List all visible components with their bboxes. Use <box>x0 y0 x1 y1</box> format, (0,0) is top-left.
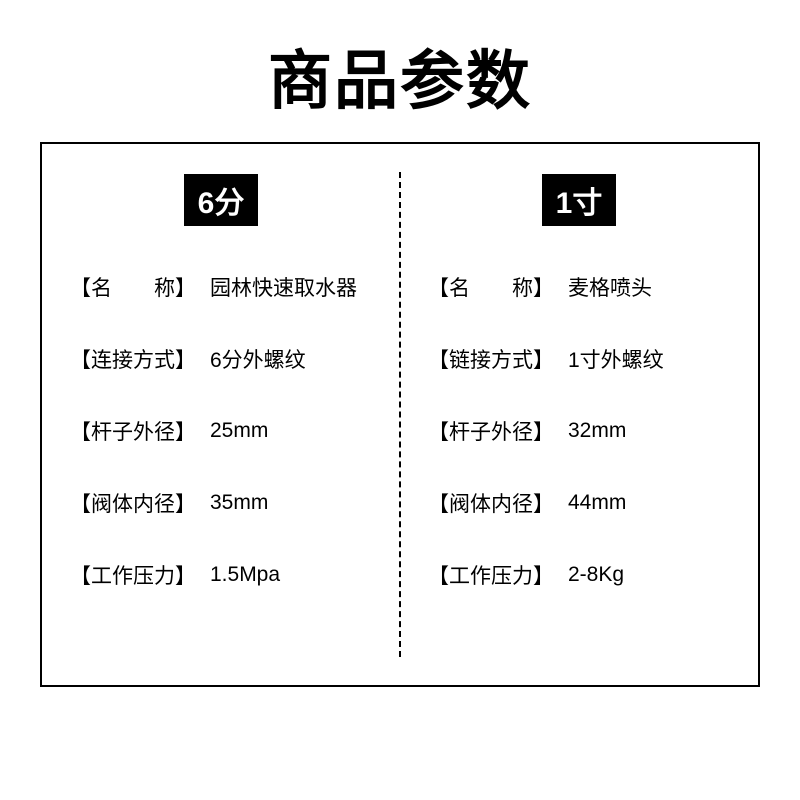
spec-label: 【杆子外径】 <box>70 416 210 446</box>
spec-label: 【阀体内径】 <box>428 488 568 518</box>
spec-value: 1寸外螺纹 <box>568 344 664 374</box>
spec-value: 25mm <box>210 419 268 443</box>
spec-label: 【连接方式】 <box>70 344 210 374</box>
right-header: 1寸 <box>400 174 758 226</box>
spec-value: 2-8Kg <box>568 563 624 587</box>
page-title: 商品参数 <box>0 0 800 142</box>
spec-label: 【名 称】 <box>70 272 210 302</box>
spec-value: 1.5Mpa <box>210 563 280 587</box>
column-divider <box>399 172 401 657</box>
spec-label: 【链接方式】 <box>428 344 568 374</box>
right-column: 1寸 【名 称】 麦格喷头 【链接方式】 1寸外螺纹 【杆子外径】 32mm 【… <box>400 144 758 685</box>
left-column: 6分 【名 称】 园林快速取水器 【连接方式】 6分外螺纹 【杆子外径】 25m… <box>42 144 400 685</box>
left-header: 6分 <box>42 174 400 226</box>
spec-row: 【阀体内径】 35mm <box>42 488 400 518</box>
spec-row: 【名 称】 园林快速取水器 <box>42 272 400 302</box>
spec-value: 32mm <box>568 419 626 443</box>
spec-label: 【工作压力】 <box>70 560 210 590</box>
spec-row: 【阀体内径】 44mm <box>400 488 758 518</box>
spec-row: 【链接方式】 1寸外螺纹 <box>400 344 758 374</box>
left-header-badge: 6分 <box>184 174 259 226</box>
spec-row: 【名 称】 麦格喷头 <box>400 272 758 302</box>
spec-label: 【名 称】 <box>428 272 568 302</box>
spec-value: 6分外螺纹 <box>210 344 306 374</box>
spec-value: 麦格喷头 <box>568 272 652 302</box>
right-header-badge: 1寸 <box>542 174 617 226</box>
spec-row: 【杆子外径】 32mm <box>400 416 758 446</box>
spec-label: 【工作压力】 <box>428 560 568 590</box>
spec-box: 6分 【名 称】 园林快速取水器 【连接方式】 6分外螺纹 【杆子外径】 25m… <box>40 142 760 687</box>
spec-row: 【工作压力】 1.5Mpa <box>42 560 400 590</box>
spec-row: 【工作压力】 2-8Kg <box>400 560 758 590</box>
spec-value: 44mm <box>568 491 626 515</box>
spec-label: 【杆子外径】 <box>428 416 568 446</box>
spec-row: 【杆子外径】 25mm <box>42 416 400 446</box>
spec-row: 【连接方式】 6分外螺纹 <box>42 344 400 374</box>
spec-value: 园林快速取水器 <box>210 272 357 302</box>
spec-label: 【阀体内径】 <box>70 488 210 518</box>
spec-value: 35mm <box>210 491 268 515</box>
